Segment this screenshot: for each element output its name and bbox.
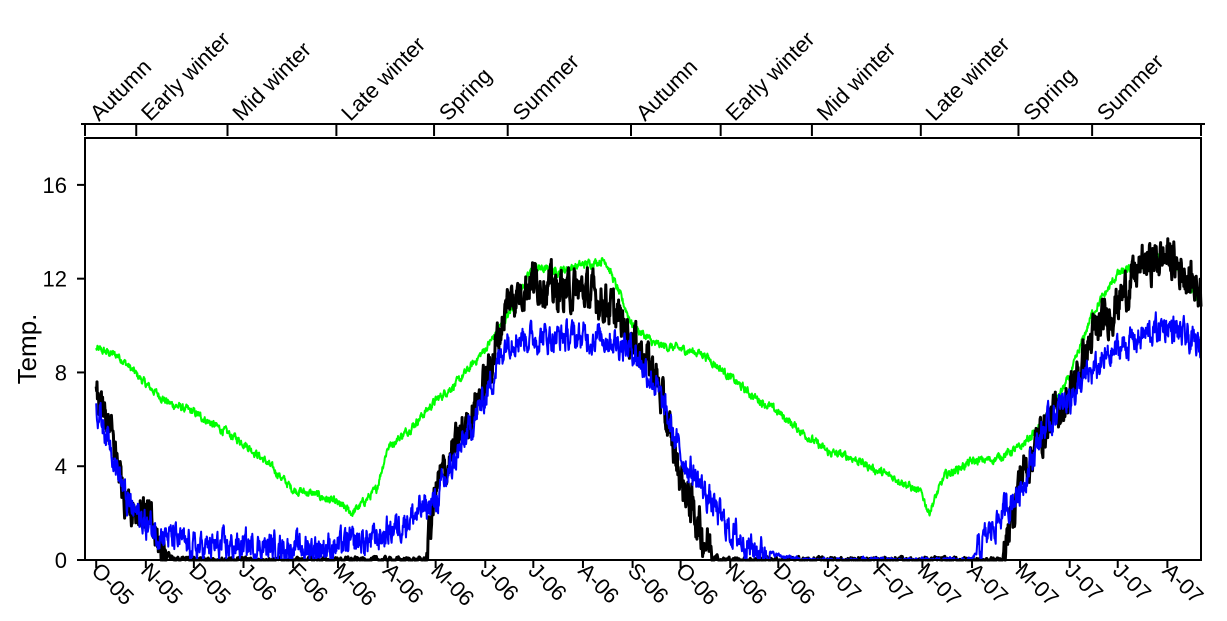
- y-tick-label: 12: [43, 267, 67, 292]
- season-label: Summer: [508, 49, 584, 125]
- x-tick-label: A-07: [1158, 558, 1209, 609]
- x-tick-label: M-07: [913, 558, 966, 611]
- series-layer: [94, 237, 1203, 562]
- x-tick-label: A-06: [573, 558, 624, 609]
- x-tick-label: M-06: [328, 558, 381, 611]
- y-tick-label: 4: [55, 454, 67, 479]
- y-tick-label: 16: [43, 173, 67, 198]
- season-label: Spring: [1018, 63, 1081, 126]
- season-label: Late winter: [336, 32, 430, 126]
- x-tick-label: A-07: [962, 558, 1013, 609]
- x-tick-label: M-07: [1011, 558, 1064, 611]
- x-tick-label: J-06: [524, 558, 572, 606]
- series-line-3: [95, 311, 1202, 561]
- y-tick-label: 8: [55, 360, 67, 385]
- x-tick-label: F-06: [284, 558, 334, 608]
- x-tick-label: S-06: [623, 558, 674, 609]
- x-tick-label: M-06: [426, 558, 479, 611]
- y-axis-label: Temp.: [12, 314, 42, 385]
- season-label: Autumn: [631, 54, 702, 125]
- season-label: Late winter: [921, 32, 1015, 126]
- x-tick-label: D-05: [184, 558, 235, 609]
- y-tick-label: 0: [55, 548, 67, 573]
- x-tick-label: J-06: [234, 558, 282, 606]
- season-label: Mid winter: [812, 37, 901, 126]
- x-tick-label: J-07: [818, 558, 866, 606]
- x-tick-label: F-07: [868, 558, 918, 608]
- season-label: Summer: [1092, 49, 1168, 125]
- x-tick-label: J-07: [1060, 558, 1108, 606]
- x-tick-label: N-06: [721, 558, 772, 609]
- season-label: Early winter: [721, 27, 820, 126]
- season-label: Mid winter: [227, 37, 316, 126]
- x-tick-label: J-06: [476, 558, 524, 606]
- x-tick-label: D-06: [769, 558, 820, 609]
- series-line-1: [95, 253, 1202, 517]
- season-label: Spring: [434, 63, 497, 126]
- x-tick-label: J-07: [1108, 558, 1156, 606]
- series-line-2: [94, 237, 1203, 562]
- x-tick-label: N-05: [136, 558, 187, 609]
- x-tick-label: O-06: [671, 558, 723, 610]
- x-tick-label: O-05: [87, 558, 139, 610]
- y-axis: 0 4 8 12 16: [43, 173, 85, 573]
- plot-frame: [84, 137, 1202, 561]
- x-tick-label: A-06: [378, 558, 429, 609]
- x-axis: O-05N-05D-05J-06 F-06M-06A-06M-06J-06 J-06…: [87, 558, 1209, 611]
